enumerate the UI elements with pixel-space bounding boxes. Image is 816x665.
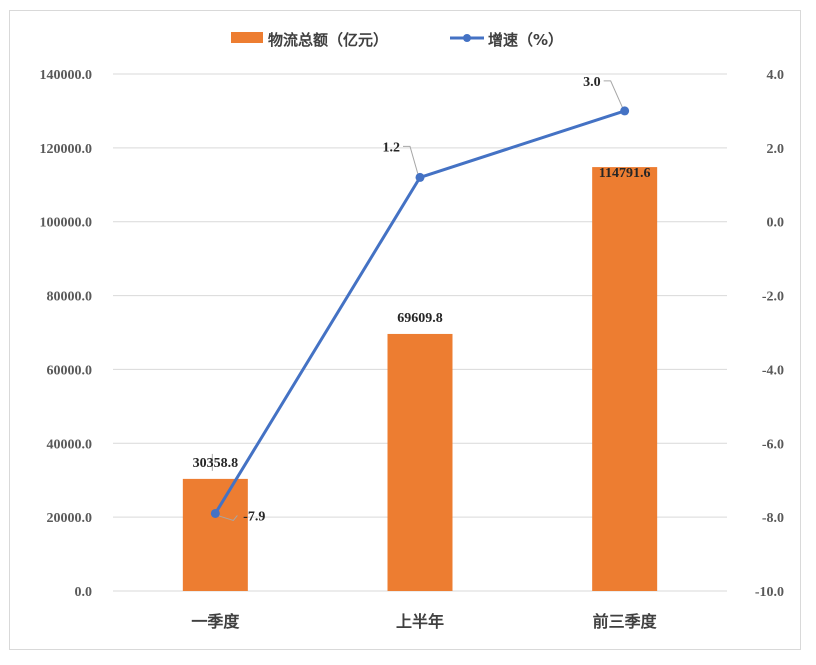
right-axis: -10.0 -8.0 -6.0 -4.0 -2.0 0.0 2.0 4.0 — [755, 68, 784, 600]
left-axis-tick-label: 20000.0 — [47, 511, 93, 526]
legend-line-marker — [463, 34, 471, 42]
left-axis-tick-label: 100000.0 — [40, 216, 93, 231]
line-series — [210, 106, 630, 518]
right-axis-tick-label: 4.0 — [767, 68, 785, 83]
left-axis-tick-label: 0.0 — [75, 585, 93, 600]
leader-lines — [211, 80, 624, 522]
category-axis: 一季度 上半年 前三季度 — [191, 612, 657, 631]
bar — [387, 333, 453, 591]
legend-bar-swatch — [231, 32, 263, 43]
right-axis-tick-label: -6.0 — [762, 437, 784, 452]
line-point — [210, 508, 220, 518]
bar-value-label: 114791.6 — [599, 166, 651, 181]
right-axis-tick-label: 2.0 — [767, 142, 785, 157]
right-axis-tick-label: -10.0 — [755, 585, 784, 600]
left-axis-tick-label: 140000.0 — [40, 68, 93, 83]
line-point — [415, 172, 425, 182]
category-label: 一季度 — [191, 612, 240, 631]
bar — [182, 478, 248, 591]
line-value-label: -7.9 — [243, 509, 265, 524]
legend: 物流总额（亿元） 增速（%） — [231, 31, 563, 49]
left-axis-tick-label: 80000.0 — [47, 290, 93, 305]
line-value-label: 1.2 — [383, 140, 401, 155]
right-axis-tick-label: -8.0 — [762, 511, 784, 526]
bar-value-label: 69609.8 — [397, 311, 443, 326]
legend-bar-label: 物流总额（亿元） — [268, 31, 388, 49]
left-axis-tick-label: 60000.0 — [47, 363, 93, 378]
leader-line — [217, 514, 238, 522]
left-axis-tick-label: 40000.0 — [47, 437, 93, 452]
bar — [592, 167, 658, 592]
line-value-label: 3.0 — [583, 75, 601, 90]
category-label: 上半年 — [396, 612, 444, 631]
line-point — [620, 106, 630, 116]
data-labels: 30358.8 69609.8 114791.6 -7.9 1.2 3.0 — [193, 75, 651, 525]
category-label: 前三季度 — [593, 612, 658, 631]
leader-line — [403, 145, 419, 175]
right-axis-tick-label: 0.0 — [767, 216, 785, 231]
left-axis-tick-label: 120000.0 — [40, 142, 93, 157]
right-axis-tick-label: -4.0 — [762, 363, 784, 378]
left-axis: 0.0 20000.0 40000.0 60000.0 80000.0 100000.0 1… — [40, 68, 93, 600]
legend-line-label: 增速（%） — [488, 31, 563, 49]
bar-value-label: 30358.8 — [193, 456, 239, 471]
leader-line — [603, 80, 624, 109]
right-axis-tick-label: -2.0 — [762, 290, 784, 305]
bar-series — [182, 167, 658, 592]
